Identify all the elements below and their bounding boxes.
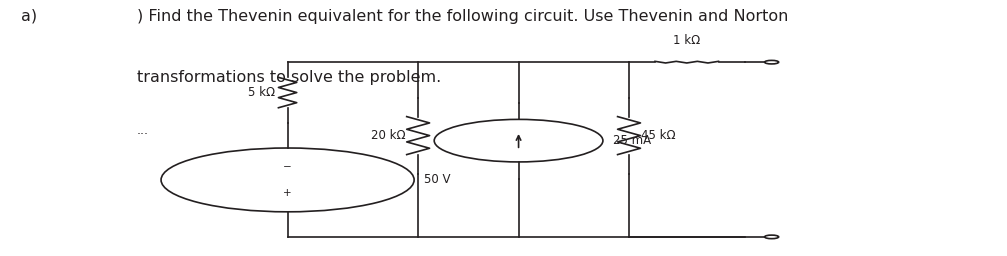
Text: −: − [283,162,292,172]
Text: ) Find the Thevenin equivalent for the following circuit. Use Thevenin and Norto: ) Find the Thevenin equivalent for the f… [137,9,788,24]
Text: 20 kΩ: 20 kΩ [372,129,406,142]
Text: ···: ··· [137,128,149,141]
Text: 50 V: 50 V [424,173,451,186]
Text: +: + [283,188,292,198]
Text: 45 kΩ: 45 kΩ [641,129,676,142]
Text: 25 mA: 25 mA [613,134,652,147]
Text: a): a) [21,9,37,24]
Text: 1 kΩ: 1 kΩ [673,34,701,47]
Text: transformations to solve the problem.: transformations to solve the problem. [137,70,441,85]
Text: 5 kΩ: 5 kΩ [249,86,276,99]
